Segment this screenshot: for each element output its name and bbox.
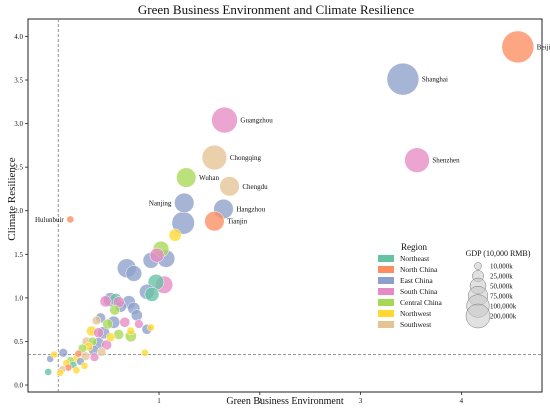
bubble-wuhan <box>176 167 197 188</box>
bubble-beijing <box>501 30 535 64</box>
legend-label-central-china: Central China <box>400 298 443 307</box>
size-legend-label: 200,000k <box>490 313 517 321</box>
bubble <box>125 265 143 282</box>
x-tick-label: 4 <box>460 397 464 405</box>
legend-swatch-south-china <box>378 288 394 295</box>
bubble-shenzhen <box>404 147 430 173</box>
legend-label-south-china: South China <box>400 287 438 296</box>
bubble <box>93 327 104 339</box>
bubble <box>80 362 89 370</box>
legend-swatch-north-china <box>378 266 394 273</box>
size-legend-label: 75,000k <box>490 293 513 301</box>
bubble-label-tianjin: Tianjin <box>227 218 247 226</box>
bubble-label-guangzhou: Guangzhou <box>240 117 273 125</box>
bubble <box>44 368 52 376</box>
bubble-label-chengdu: Chengdu <box>242 183 268 191</box>
bubble <box>134 319 144 329</box>
bubble <box>89 352 100 362</box>
x-axis-ticks: 1 2 3 4 <box>157 392 464 405</box>
legend-swatch-southwest <box>378 321 394 328</box>
size-legend-label: 25,000k <box>490 273 513 281</box>
bubble <box>56 368 65 377</box>
region-legend-title: Region <box>401 242 427 252</box>
bubble-label-hulunbuir: Hulunbuir <box>35 216 64 224</box>
legend-label-southwest: Southwest <box>400 320 432 329</box>
chart-title: Green Business Environment and Climate R… <box>138 2 414 17</box>
bubble-labels: Beijing Shanghai Guangzhou Shenzhen Chongqin… <box>35 43 550 225</box>
legend-label-northwest: Northwest <box>400 309 432 318</box>
bubble <box>168 228 182 242</box>
x-tick-label: 2 <box>258 397 262 405</box>
bubble <box>101 339 112 351</box>
bubble <box>149 247 165 263</box>
size-legend-bubble <box>465 303 491 329</box>
bubble-hulunbuir <box>66 215 75 224</box>
size-legend-label: 50,000k <box>490 283 513 291</box>
bubble-nanjing <box>174 192 195 213</box>
y-tick-label: 3.5 <box>14 77 23 85</box>
y-tick-label: 3.0 <box>14 120 23 128</box>
bubble <box>99 295 112 308</box>
bubble-label-nanjing: Nanjing <box>149 199 172 207</box>
bubble <box>130 309 143 322</box>
reference-lines <box>28 19 542 392</box>
size-legend-label: 100,000k <box>490 303 517 311</box>
bubble <box>96 347 107 357</box>
bubble-chengdu <box>219 176 240 197</box>
bubble <box>74 349 83 358</box>
legend-label-north-china: North China <box>400 265 438 274</box>
region-legend: Region Northeast North China East China Sou… <box>378 242 443 329</box>
bubble <box>72 366 81 375</box>
legend-swatch-east-china <box>378 277 394 284</box>
bubble <box>102 318 113 330</box>
size-legend: GDP (10,000 RMB) 10,000k 25,000k 50,000k 75… <box>465 249 531 329</box>
legend-swatch-northeast <box>378 255 394 262</box>
y-axis-ticks: 0.0 0.5 1.0 1.5 2.0 2.5 3.0 3.5 4.0 <box>14 33 28 390</box>
bubble <box>147 323 155 332</box>
bubble-guangzhou <box>211 106 238 134</box>
bubble <box>58 348 68 358</box>
y-tick-label: 1.5 <box>14 251 23 259</box>
bubble-label-wuhan: Wuhan <box>199 174 219 182</box>
bubble <box>109 304 120 316</box>
y-tick-label: 4.0 <box>14 33 23 41</box>
bubble-label-shenzhen: Shenzhen <box>432 157 460 165</box>
y-tick-label: 2.0 <box>14 207 23 215</box>
plot-frame <box>27 18 543 393</box>
bubble-shanghai <box>386 62 420 96</box>
bubble-chongqing <box>201 144 228 171</box>
legend-swatch-central-china <box>378 299 394 306</box>
legend-label-east-china: East China <box>400 276 433 285</box>
y-tick-label: 0.5 <box>14 338 23 346</box>
y-axis-label: Climate Resilience <box>6 157 18 241</box>
x-tick-label: 1 <box>157 397 161 405</box>
bubble <box>50 350 59 359</box>
bubble <box>119 316 131 328</box>
bubble-label-beijing: Beijing <box>537 43 550 51</box>
bubble-tianjin <box>204 211 225 232</box>
bubble-label-chongqing: Chongqing <box>230 154 262 162</box>
bubble <box>141 348 149 357</box>
legend-swatch-northwest <box>378 310 394 317</box>
size-legend-title: GDP (10,000 RMB) <box>466 249 531 258</box>
legend-label-northeast: Northeast <box>400 254 430 263</box>
y-tick-label: 1.0 <box>14 294 23 302</box>
size-legend-bubble <box>474 262 482 270</box>
bubble <box>126 326 135 336</box>
bubble-label-hangzhou: Hangzhou <box>236 205 265 213</box>
bubble <box>106 332 116 342</box>
y-tick-label: 0.0 <box>14 382 23 390</box>
y-tick-label: 2.5 <box>14 164 23 172</box>
bubble <box>144 286 160 302</box>
x-tick-label: 3 <box>359 397 363 405</box>
bubble <box>91 315 102 326</box>
size-legend-label: 10,000k <box>490 263 513 271</box>
x-axis-label: Green Business Environment <box>226 396 343 407</box>
bubble-label-shanghai: Shanghai <box>422 76 448 84</box>
bubble-series <box>44 30 535 377</box>
